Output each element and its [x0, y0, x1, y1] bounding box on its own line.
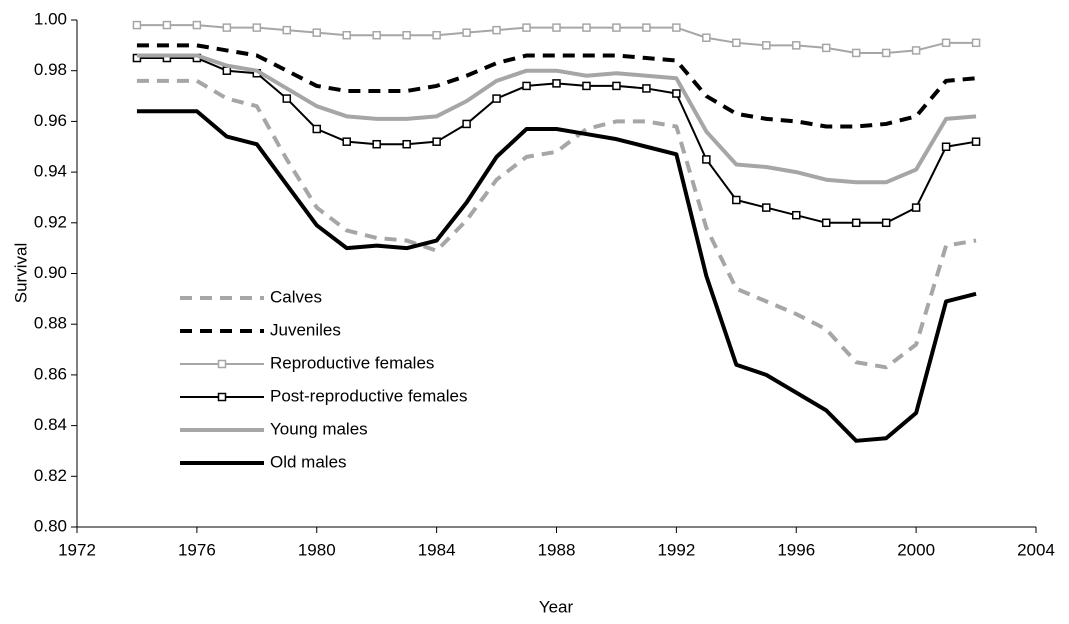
- data-point: [252, 23, 262, 32]
- x-tick-label: 1980: [298, 540, 336, 559]
- y-tick-label: 0.90: [34, 263, 67, 282]
- y-tick-label: 0.96: [34, 111, 67, 130]
- data-point: [732, 38, 741, 48]
- data-point: [911, 46, 921, 55]
- data-point: [612, 81, 621, 91]
- data-point: [432, 30, 441, 40]
- data-point: [372, 139, 381, 149]
- data-point: [732, 195, 741, 205]
- data-point: [462, 28, 471, 37]
- legend-label: Reproductive females: [270, 353, 434, 372]
- legend-label: Young males: [270, 419, 368, 438]
- data-point: [552, 23, 561, 32]
- data-point: [372, 30, 381, 40]
- data-point: [642, 23, 651, 32]
- x-tick-label: 1992: [657, 540, 695, 559]
- x-tick-label: 1972: [58, 540, 96, 559]
- data-point: [282, 94, 292, 103]
- y-tick-label: 1.00: [34, 9, 67, 28]
- data-point: [851, 218, 861, 228]
- data-point: [881, 218, 891, 228]
- data-point: [222, 66, 232, 75]
- data-point: [492, 94, 501, 103]
- data-point: [582, 23, 591, 32]
- data-point: [792, 210, 801, 220]
- y-tick-label: 0.94: [34, 162, 67, 181]
- x-tick-label: 1988: [538, 540, 576, 559]
- x-tick-label: 2004: [1017, 540, 1055, 559]
- data-point: [282, 25, 292, 35]
- x-tick-label: 1984: [418, 540, 456, 559]
- data-point: [522, 81, 531, 91]
- data-point: [462, 119, 471, 129]
- data-point: [222, 23, 232, 32]
- y-tick-label: 0.86: [34, 364, 67, 383]
- data-point: [432, 137, 441, 146]
- y-tick-label: 0.92: [34, 212, 67, 231]
- data-point: [762, 41, 771, 50]
- data-point: [971, 38, 981, 48]
- data-point: [672, 23, 681, 32]
- y-tick-label: 0.84: [34, 415, 67, 434]
- data-point: [342, 137, 351, 146]
- series-line: [136, 43, 977, 129]
- series-line: [136, 53, 977, 185]
- legend-marker: [217, 359, 227, 369]
- y-tick-label: 0.82: [34, 466, 67, 485]
- data-point: [582, 81, 591, 91]
- series-line: [136, 109, 977, 443]
- legend-label: Post-reproductive females: [270, 386, 467, 405]
- data-point: [851, 48, 861, 58]
- data-point: [821, 218, 831, 228]
- data-point: [941, 38, 951, 48]
- data-point: [911, 203, 921, 212]
- data-point: [192, 20, 202, 30]
- data-point: [941, 142, 951, 151]
- legend-label: Calves: [270, 287, 322, 306]
- data-point: [402, 30, 411, 40]
- series-line: [136, 78, 977, 370]
- data-point: [312, 28, 321, 37]
- y-tick-label: 0.98: [34, 60, 67, 79]
- data-point: [522, 23, 531, 32]
- data-point: [132, 20, 142, 30]
- data-point: [702, 33, 711, 42]
- data-point: [971, 137, 981, 146]
- data-point: [702, 155, 711, 164]
- data-point: [552, 79, 561, 88]
- data-point: [402, 139, 411, 149]
- x-tick-label: 1996: [777, 540, 815, 559]
- y-axis-label: Survival: [11, 243, 30, 303]
- legend-label: Juveniles: [270, 320, 341, 339]
- legend-marker: [217, 392, 227, 402]
- data-point: [821, 43, 831, 53]
- data-point: [312, 124, 321, 134]
- data-point: [881, 48, 891, 58]
- data-point: [492, 25, 501, 35]
- y-tick-label: 0.88: [34, 314, 67, 333]
- legend-label: Old males: [270, 452, 347, 471]
- data-point: [762, 203, 771, 212]
- y-tick-label: 0.80: [34, 516, 67, 535]
- data-point: [162, 20, 172, 30]
- data-point: [672, 89, 681, 98]
- x-tick-label: 1976: [178, 540, 216, 559]
- data-point: [342, 30, 351, 40]
- x-tick-label: 2000: [897, 540, 935, 559]
- data-point: [792, 41, 801, 50]
- x-axis-label: Year: [539, 597, 574, 616]
- data-point: [642, 84, 651, 93]
- data-point: [612, 23, 621, 32]
